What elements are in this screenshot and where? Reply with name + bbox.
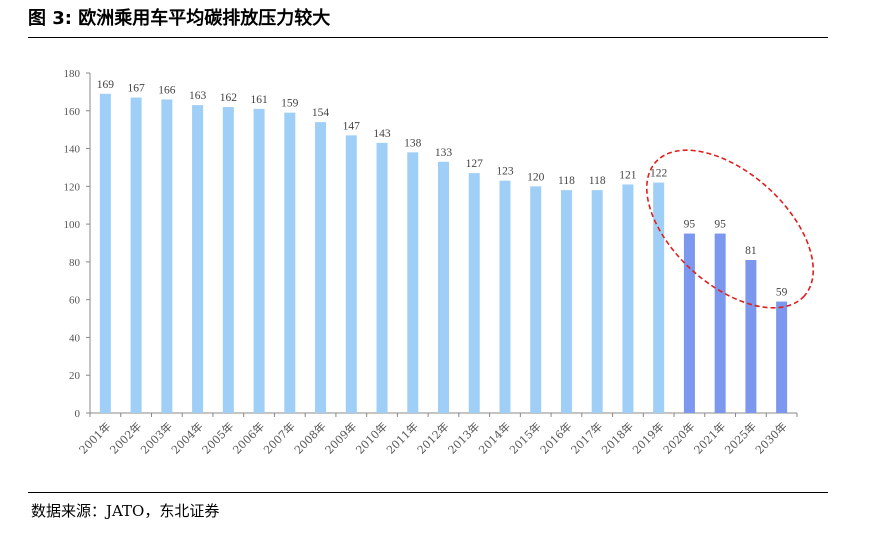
- source-note: 数据来源：JATO，东北证券: [31, 502, 220, 520]
- x-tick-label: 2003年: [137, 419, 174, 456]
- bar: [468, 173, 480, 413]
- data-label: 143: [373, 128, 391, 140]
- data-label: 118: [589, 175, 606, 187]
- x-tick-label: 2016年: [537, 419, 574, 456]
- bottom-rule: [28, 492, 828, 493]
- y-tick-label: 0: [75, 408, 81, 420]
- x-tick-label: 2014年: [476, 419, 513, 456]
- bar: [407, 152, 419, 414]
- top-rule: [28, 37, 828, 38]
- x-tick-label: 2021年: [691, 419, 728, 456]
- y-tick-label: 60: [69, 295, 81, 307]
- data-label: 120: [527, 171, 545, 183]
- data-label: 121: [619, 169, 637, 181]
- bar: [591, 190, 603, 413]
- x-tick-label: 2011年: [383, 419, 420, 456]
- data-label: 123: [496, 166, 514, 178]
- bar: [315, 122, 327, 413]
- x-tick-label: 2007年: [260, 419, 297, 456]
- y-tick-label: 180: [64, 68, 81, 80]
- bar-series: [99, 93, 788, 414]
- x-tick-label: 2017年: [568, 419, 605, 456]
- bar: [161, 99, 173, 413]
- data-label: 122: [650, 168, 668, 180]
- bar: [192, 105, 204, 413]
- data-label: 159: [281, 98, 299, 110]
- y-tick-label: 80: [69, 257, 81, 269]
- y-tick-label: 20: [69, 370, 81, 382]
- bar: [130, 97, 142, 414]
- data-label: 163: [189, 90, 207, 102]
- figure-title: 图 3: 欧洲乘用车平均碳排放压力较大: [28, 8, 331, 29]
- bar: [284, 112, 296, 414]
- bar: [345, 135, 357, 414]
- bar: [683, 233, 695, 413]
- data-label: 127: [466, 158, 484, 170]
- data-labels: 169 167 166 163 162 161 159 154 147 143 138 133 127 1…: [97, 79, 788, 299]
- bar: [653, 182, 665, 413]
- y-tick-label: 160: [64, 106, 81, 118]
- x-tick-label: 2008年: [291, 419, 328, 456]
- x-tick-label: 2004年: [168, 419, 205, 456]
- bar: [714, 233, 726, 413]
- x-tick-label: 2018年: [599, 419, 636, 456]
- data-label: 133: [435, 147, 453, 159]
- x-tick-label: 2005年: [199, 419, 236, 456]
- bar: [530, 186, 542, 413]
- bar: [776, 301, 788, 413]
- data-label: 147: [343, 120, 361, 132]
- y-tick-label: 140: [64, 144, 81, 156]
- data-label: 161: [250, 94, 268, 106]
- bar: [560, 190, 572, 413]
- data-label: 154: [312, 107, 330, 119]
- x-tick-label: 2030年: [752, 419, 789, 456]
- bar: [622, 184, 634, 413]
- x-tick-label: 2013年: [445, 419, 482, 456]
- x-axis-labels: 2001年2002年2003年2004年2005年2006年2007年2008年…: [76, 419, 790, 456]
- data-label: 162: [220, 92, 238, 104]
- data-label: 59: [776, 287, 788, 299]
- bar: [376, 142, 388, 413]
- data-label: 169: [97, 79, 115, 91]
- x-tick-label: 2002年: [107, 419, 144, 456]
- x-tick-label: 2019年: [629, 419, 666, 456]
- data-label: 95: [714, 219, 726, 231]
- bar: [438, 161, 449, 413]
- y-tick-label: 40: [69, 332, 81, 344]
- data-label: 95: [684, 219, 696, 231]
- x-tick-label: 2012年: [414, 419, 451, 456]
- bar: [222, 107, 234, 413]
- x-tick-label: 2009年: [322, 419, 359, 456]
- x-tick-label: 2020年: [660, 419, 697, 456]
- x-tick-label: 2010年: [353, 419, 390, 456]
- highlight-ellipse: [645, 149, 815, 309]
- data-label: 81: [745, 245, 757, 257]
- x-tick-label: 2015年: [506, 419, 543, 456]
- x-tick-label: 2025年: [722, 419, 759, 456]
- y-tick-label: 100: [64, 219, 81, 231]
- bar-chart: 0 20 40 60 80 100 120 140 160 180 169 167 166 163 162…: [64, 68, 815, 457]
- bar: [499, 180, 511, 413]
- x-tick-label: 2006年: [230, 419, 267, 456]
- x-tick-label: 2001年: [76, 419, 113, 456]
- data-label: 138: [404, 137, 422, 149]
- data-label: 118: [558, 175, 575, 187]
- y-tick-label: 120: [64, 181, 81, 193]
- bar: [253, 108, 265, 413]
- data-label: 166: [158, 84, 176, 96]
- data-label: 167: [127, 83, 145, 95]
- y-axis: 0 20 40 60 80 100 120 140 160 180: [64, 68, 798, 420]
- bar: [99, 93, 111, 414]
- bar: [745, 260, 757, 413]
